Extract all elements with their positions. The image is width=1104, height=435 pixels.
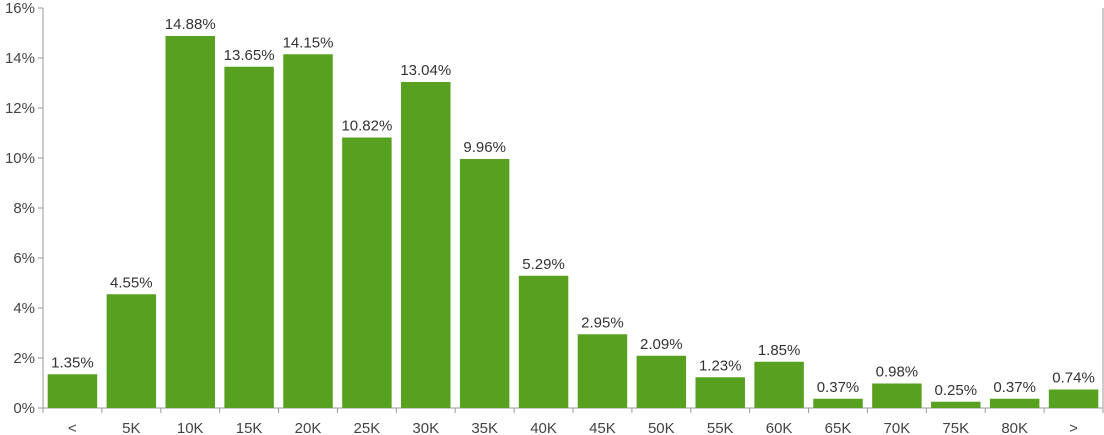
- data-label: 2.95%: [581, 314, 624, 331]
- x-tick-label: 55K: [707, 420, 734, 435]
- x-tick-label: 20K: [295, 420, 322, 435]
- y-tick-label: 12%: [5, 100, 35, 117]
- x-tick-label: 5K: [122, 420, 140, 435]
- y-tick-label: 8%: [13, 200, 35, 217]
- x-tick-label: >: [1069, 420, 1078, 435]
- y-tick-label: 10%: [5, 150, 35, 167]
- bar-20K: [283, 54, 333, 408]
- y-tick-label: 0%: [13, 400, 35, 417]
- data-label: 1.23%: [699, 357, 742, 374]
- x-tick-label: 60K: [766, 420, 793, 435]
- x-tick-label: 30K: [412, 420, 439, 435]
- x-tick-label: 35K: [471, 420, 498, 435]
- x-tick-label: <: [68, 420, 77, 435]
- bar-65K: [813, 398, 863, 408]
- x-tick-label: 65K: [825, 420, 852, 435]
- data-label: 0.37%: [993, 379, 1036, 396]
- data-label: 0.25%: [935, 382, 978, 399]
- x-tick-label: 75K: [942, 420, 969, 435]
- data-label: 13.04%: [400, 62, 451, 79]
- bar-35K: [459, 159, 510, 408]
- data-label: 14.88%: [165, 16, 216, 33]
- y-tick-label: 14%: [5, 50, 35, 67]
- bar-30K: [401, 82, 451, 408]
- data-label: 0.74%: [1052, 370, 1095, 387]
- bar-60K: [754, 361, 804, 408]
- data-label: 4.55%: [110, 274, 153, 291]
- bar-45K: [577, 334, 628, 408]
- data-label: 0.98%: [876, 364, 919, 381]
- x-tick-label: 80K: [1001, 420, 1028, 435]
- data-label: 14.15%: [283, 34, 334, 51]
- y-tick-label: 4%: [13, 300, 35, 317]
- data-label: 1.85%: [758, 342, 801, 359]
- y-tick-label: 2%: [13, 350, 35, 367]
- data-label: 5.29%: [522, 256, 565, 273]
- bar-25K: [342, 137, 392, 408]
- bar-40K: [518, 275, 569, 408]
- data-label: 1.35%: [51, 354, 94, 371]
- bar-70K: [872, 383, 922, 408]
- data-label: 9.96%: [463, 139, 506, 156]
- bar-55K: [695, 377, 745, 408]
- x-tick-label: 25K: [354, 420, 381, 435]
- data-label: 0.37%: [817, 379, 860, 396]
- x-tick-label: 40K: [530, 420, 557, 435]
- x-tick-label: 45K: [589, 420, 616, 435]
- data-label: 2.09%: [640, 336, 683, 353]
- data-label: 10.82%: [341, 118, 392, 135]
- bar-80K: [989, 398, 1040, 408]
- data-label: 13.65%: [224, 47, 275, 64]
- bar-5K: [106, 294, 157, 408]
- y-tick-label: 6%: [13, 250, 35, 267]
- bar-10K: [165, 36, 215, 408]
- x-tick-label: 70K: [884, 420, 911, 435]
- y-tick-label: 16%: [5, 0, 35, 17]
- x-tick-label: 15K: [236, 420, 263, 435]
- bar-75K: [931, 401, 981, 408]
- x-tick-label: 50K: [648, 420, 675, 435]
- bar-<: [47, 374, 98, 408]
- bar->: [1048, 389, 1099, 408]
- bar-50K: [636, 355, 687, 408]
- bar-15K: [224, 66, 274, 408]
- x-tick-label: 10K: [177, 420, 204, 435]
